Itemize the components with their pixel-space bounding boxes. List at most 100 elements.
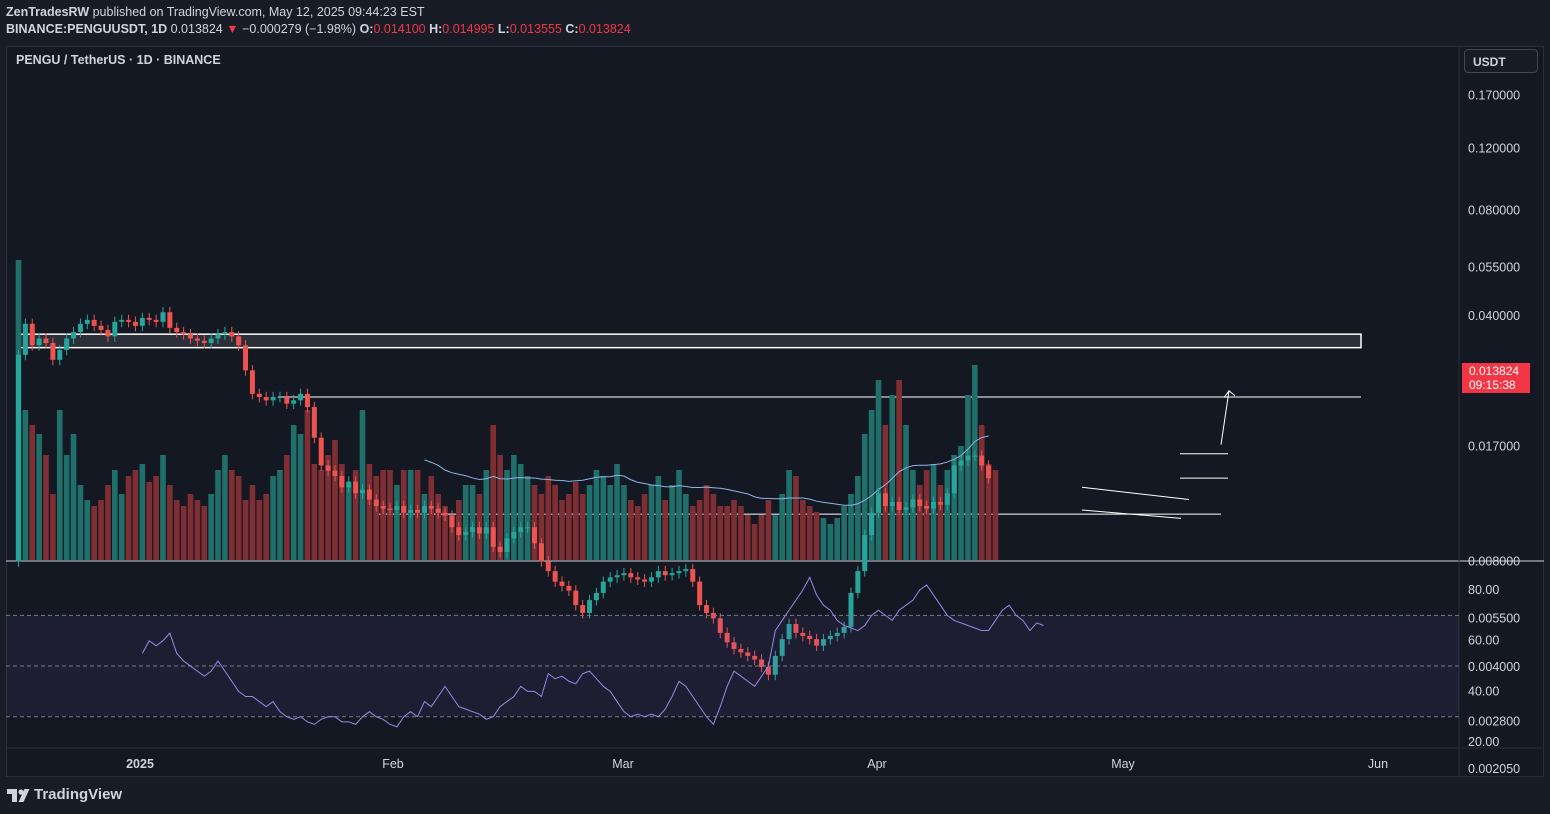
candle — [972, 450, 978, 462]
volume-bar — [552, 485, 558, 560]
candle-body — [793, 624, 799, 633]
candle — [669, 567, 675, 581]
candle-body — [215, 334, 221, 339]
currency-button[interactable]: USDT — [1464, 49, 1538, 73]
candle-body — [648, 577, 654, 582]
volume-bar — [903, 425, 909, 560]
candle-body — [772, 655, 778, 675]
volume-bar — [621, 485, 627, 560]
candle-body — [139, 317, 145, 326]
candle-body — [167, 312, 173, 328]
candle-body — [896, 502, 902, 510]
candle-body — [704, 605, 709, 613]
price-chart[interactable]: 0.2500000.1700000.1200000.0800000.055000… — [6, 46, 1544, 777]
candle-body — [944, 493, 950, 505]
author-name[interactable]: ZenTradesRW — [6, 5, 90, 19]
candle-body — [64, 338, 70, 351]
candle — [944, 488, 950, 511]
candle — [215, 328, 221, 344]
price-tick-label: 0.120000 — [1468, 142, 1520, 156]
candle-body — [29, 323, 35, 346]
candle-body — [332, 470, 338, 476]
candle — [518, 522, 524, 538]
candle — [497, 541, 503, 558]
candle — [98, 320, 104, 336]
candle — [855, 565, 861, 599]
candle — [587, 594, 593, 619]
candle-body — [951, 465, 957, 494]
candle — [408, 504, 414, 519]
candle — [642, 574, 648, 588]
candle — [882, 488, 888, 512]
publish-line: ZenTradesRW published on TradingView.com… — [6, 4, 631, 21]
volume-bar — [916, 485, 923, 560]
volume-bar — [263, 494, 269, 560]
candle — [889, 496, 895, 512]
volume-bar — [834, 518, 841, 560]
candle-body — [181, 332, 187, 335]
volume-bar — [339, 464, 345, 560]
volume-bar — [352, 470, 359, 560]
price-tick-label: 0.002800 — [1468, 714, 1520, 728]
candle — [57, 344, 63, 366]
candle — [174, 322, 180, 338]
candle-body — [394, 505, 400, 510]
candle — [194, 333, 200, 347]
price-tick-label: 0.005500 — [1468, 611, 1520, 625]
candle — [655, 565, 661, 583]
candle — [573, 585, 579, 611]
candle-body — [621, 573, 627, 576]
candle — [690, 563, 696, 588]
candle — [903, 502, 909, 516]
volume-bar — [98, 500, 104, 560]
volume-bar — [22, 410, 29, 560]
candle — [979, 450, 985, 471]
candle-body — [917, 499, 923, 506]
tradingview-logo[interactable]: TradingView — [6, 786, 122, 803]
rsi-band — [6, 615, 1459, 717]
candle-body — [421, 505, 427, 513]
candle-body — [132, 321, 138, 326]
price-tick-label: 0.017000 — [1468, 439, 1520, 453]
volume-bar — [63, 455, 70, 560]
high-value: 0.014995 — [442, 22, 495, 36]
candle — [463, 526, 469, 541]
candle — [683, 563, 689, 577]
candle-body — [910, 499, 916, 508]
price-tick-label: 0.080000 — [1468, 203, 1520, 217]
volume-bar — [504, 470, 510, 560]
rsi-line — [141, 576, 1044, 728]
last-price-tag: 0.013824 09:15:38 — [1462, 363, 1530, 393]
volume-bar — [765, 500, 772, 560]
volume-bar — [779, 494, 785, 560]
candle-body — [208, 338, 214, 344]
price-tick-label: 0.008000 — [1468, 554, 1520, 568]
volume-bar — [758, 515, 765, 560]
candle — [793, 618, 799, 639]
candle — [91, 314, 97, 332]
candle-body — [841, 626, 847, 633]
volume-bar — [628, 500, 634, 560]
candle-body — [882, 493, 888, 506]
volume-bar — [855, 476, 861, 560]
volume-bar — [634, 506, 641, 560]
candle-body — [573, 590, 579, 606]
candle — [786, 618, 792, 645]
candle — [139, 312, 145, 332]
volume-bar — [139, 464, 146, 560]
candle — [71, 326, 77, 344]
candle-body — [607, 577, 613, 582]
volume-bar — [951, 455, 957, 560]
volume-bar — [972, 365, 978, 560]
volume-bar — [744, 515, 751, 560]
flag-bottom-line — [1081, 509, 1182, 519]
volume-bar — [428, 476, 435, 560]
candle — [229, 326, 235, 342]
volume-bar — [194, 500, 201, 560]
volume-bar — [517, 464, 524, 560]
candle — [917, 494, 923, 512]
target-arrow-head — [1223, 389, 1236, 398]
volume-bar — [290, 425, 297, 560]
volume-bar — [868, 410, 875, 560]
candle — [353, 476, 359, 499]
